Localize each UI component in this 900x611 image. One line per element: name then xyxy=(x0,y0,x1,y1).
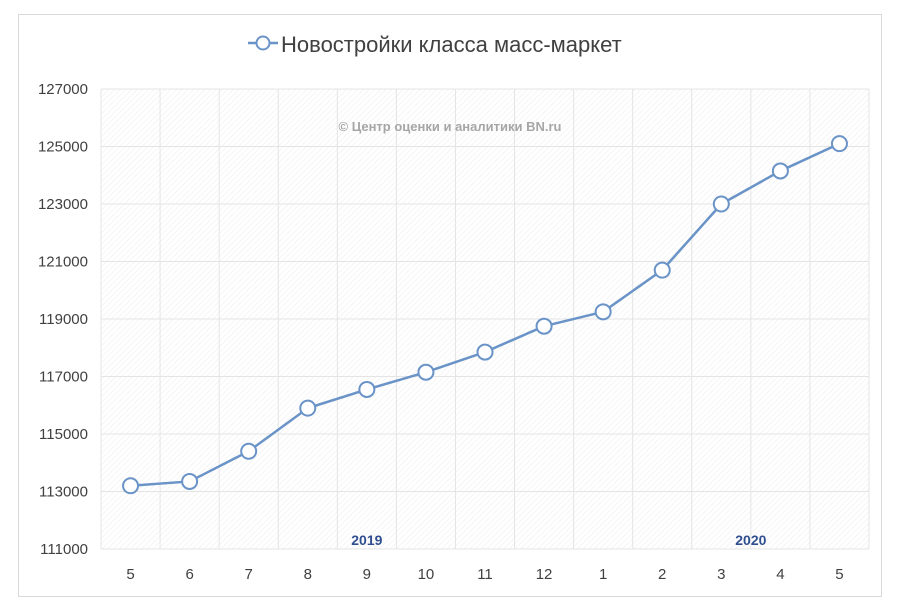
x-tick-label: 5 xyxy=(835,566,843,583)
data-point xyxy=(122,477,140,495)
x-tick-label: 7 xyxy=(245,566,253,583)
data-point xyxy=(417,363,435,381)
x-tick-label: 1 xyxy=(599,566,607,583)
year-labels: 2019 2020 xyxy=(351,532,766,548)
legend-label: Новостройки класса масс-маркет xyxy=(281,32,622,57)
series-line-group xyxy=(122,135,848,495)
y-tick-label: 119000 xyxy=(39,311,88,328)
year-label: 2019 xyxy=(351,532,382,548)
data-point xyxy=(653,261,671,279)
x-tick-label: 9 xyxy=(363,566,371,583)
legend: Новостройки класса масс-маркет xyxy=(248,32,622,57)
data-point xyxy=(181,472,199,490)
data-point xyxy=(535,317,553,335)
y-tick-label: 115000 xyxy=(39,426,88,443)
x-tick-label: 11 xyxy=(477,566,493,583)
x-tick-label: 12 xyxy=(536,566,553,583)
grid-lines xyxy=(100,88,870,550)
data-point xyxy=(358,380,376,398)
y-tick-label: 121000 xyxy=(38,254,88,271)
x-axis: 5 6 7 8 9 10 11 12 1 2 3 4 5 xyxy=(126,566,843,583)
data-point xyxy=(594,303,612,321)
y-tick-label: 117000 xyxy=(39,369,88,386)
x-tick-label: 8 xyxy=(304,566,312,583)
watermark: © Центр оценки и аналитики BN.ru xyxy=(339,119,562,134)
x-tick-label: 3 xyxy=(717,566,725,583)
data-point xyxy=(830,135,848,153)
y-axis: 111000 113000 115000 117000 119000 121000 1230… xyxy=(38,81,88,558)
x-tick-label: 6 xyxy=(185,566,193,583)
y-tick-label: 113000 xyxy=(39,484,88,501)
data-point xyxy=(476,343,494,361)
y-tick-label: 123000 xyxy=(38,196,88,213)
y-tick-label: 125000 xyxy=(38,139,88,156)
data-point xyxy=(771,162,789,180)
y-tick-label: 111000 xyxy=(40,541,88,558)
x-tick-label: 10 xyxy=(418,566,435,583)
data-point xyxy=(299,399,317,417)
data-point xyxy=(240,442,258,460)
x-tick-label: 2 xyxy=(658,566,666,583)
x-tick-label: 5 xyxy=(126,566,134,583)
legend-marker xyxy=(255,35,271,51)
y-tick-label: 127000 xyxy=(38,81,88,98)
year-label: 2020 xyxy=(735,532,766,548)
x-tick-label: 4 xyxy=(776,566,784,583)
data-point xyxy=(712,195,730,213)
